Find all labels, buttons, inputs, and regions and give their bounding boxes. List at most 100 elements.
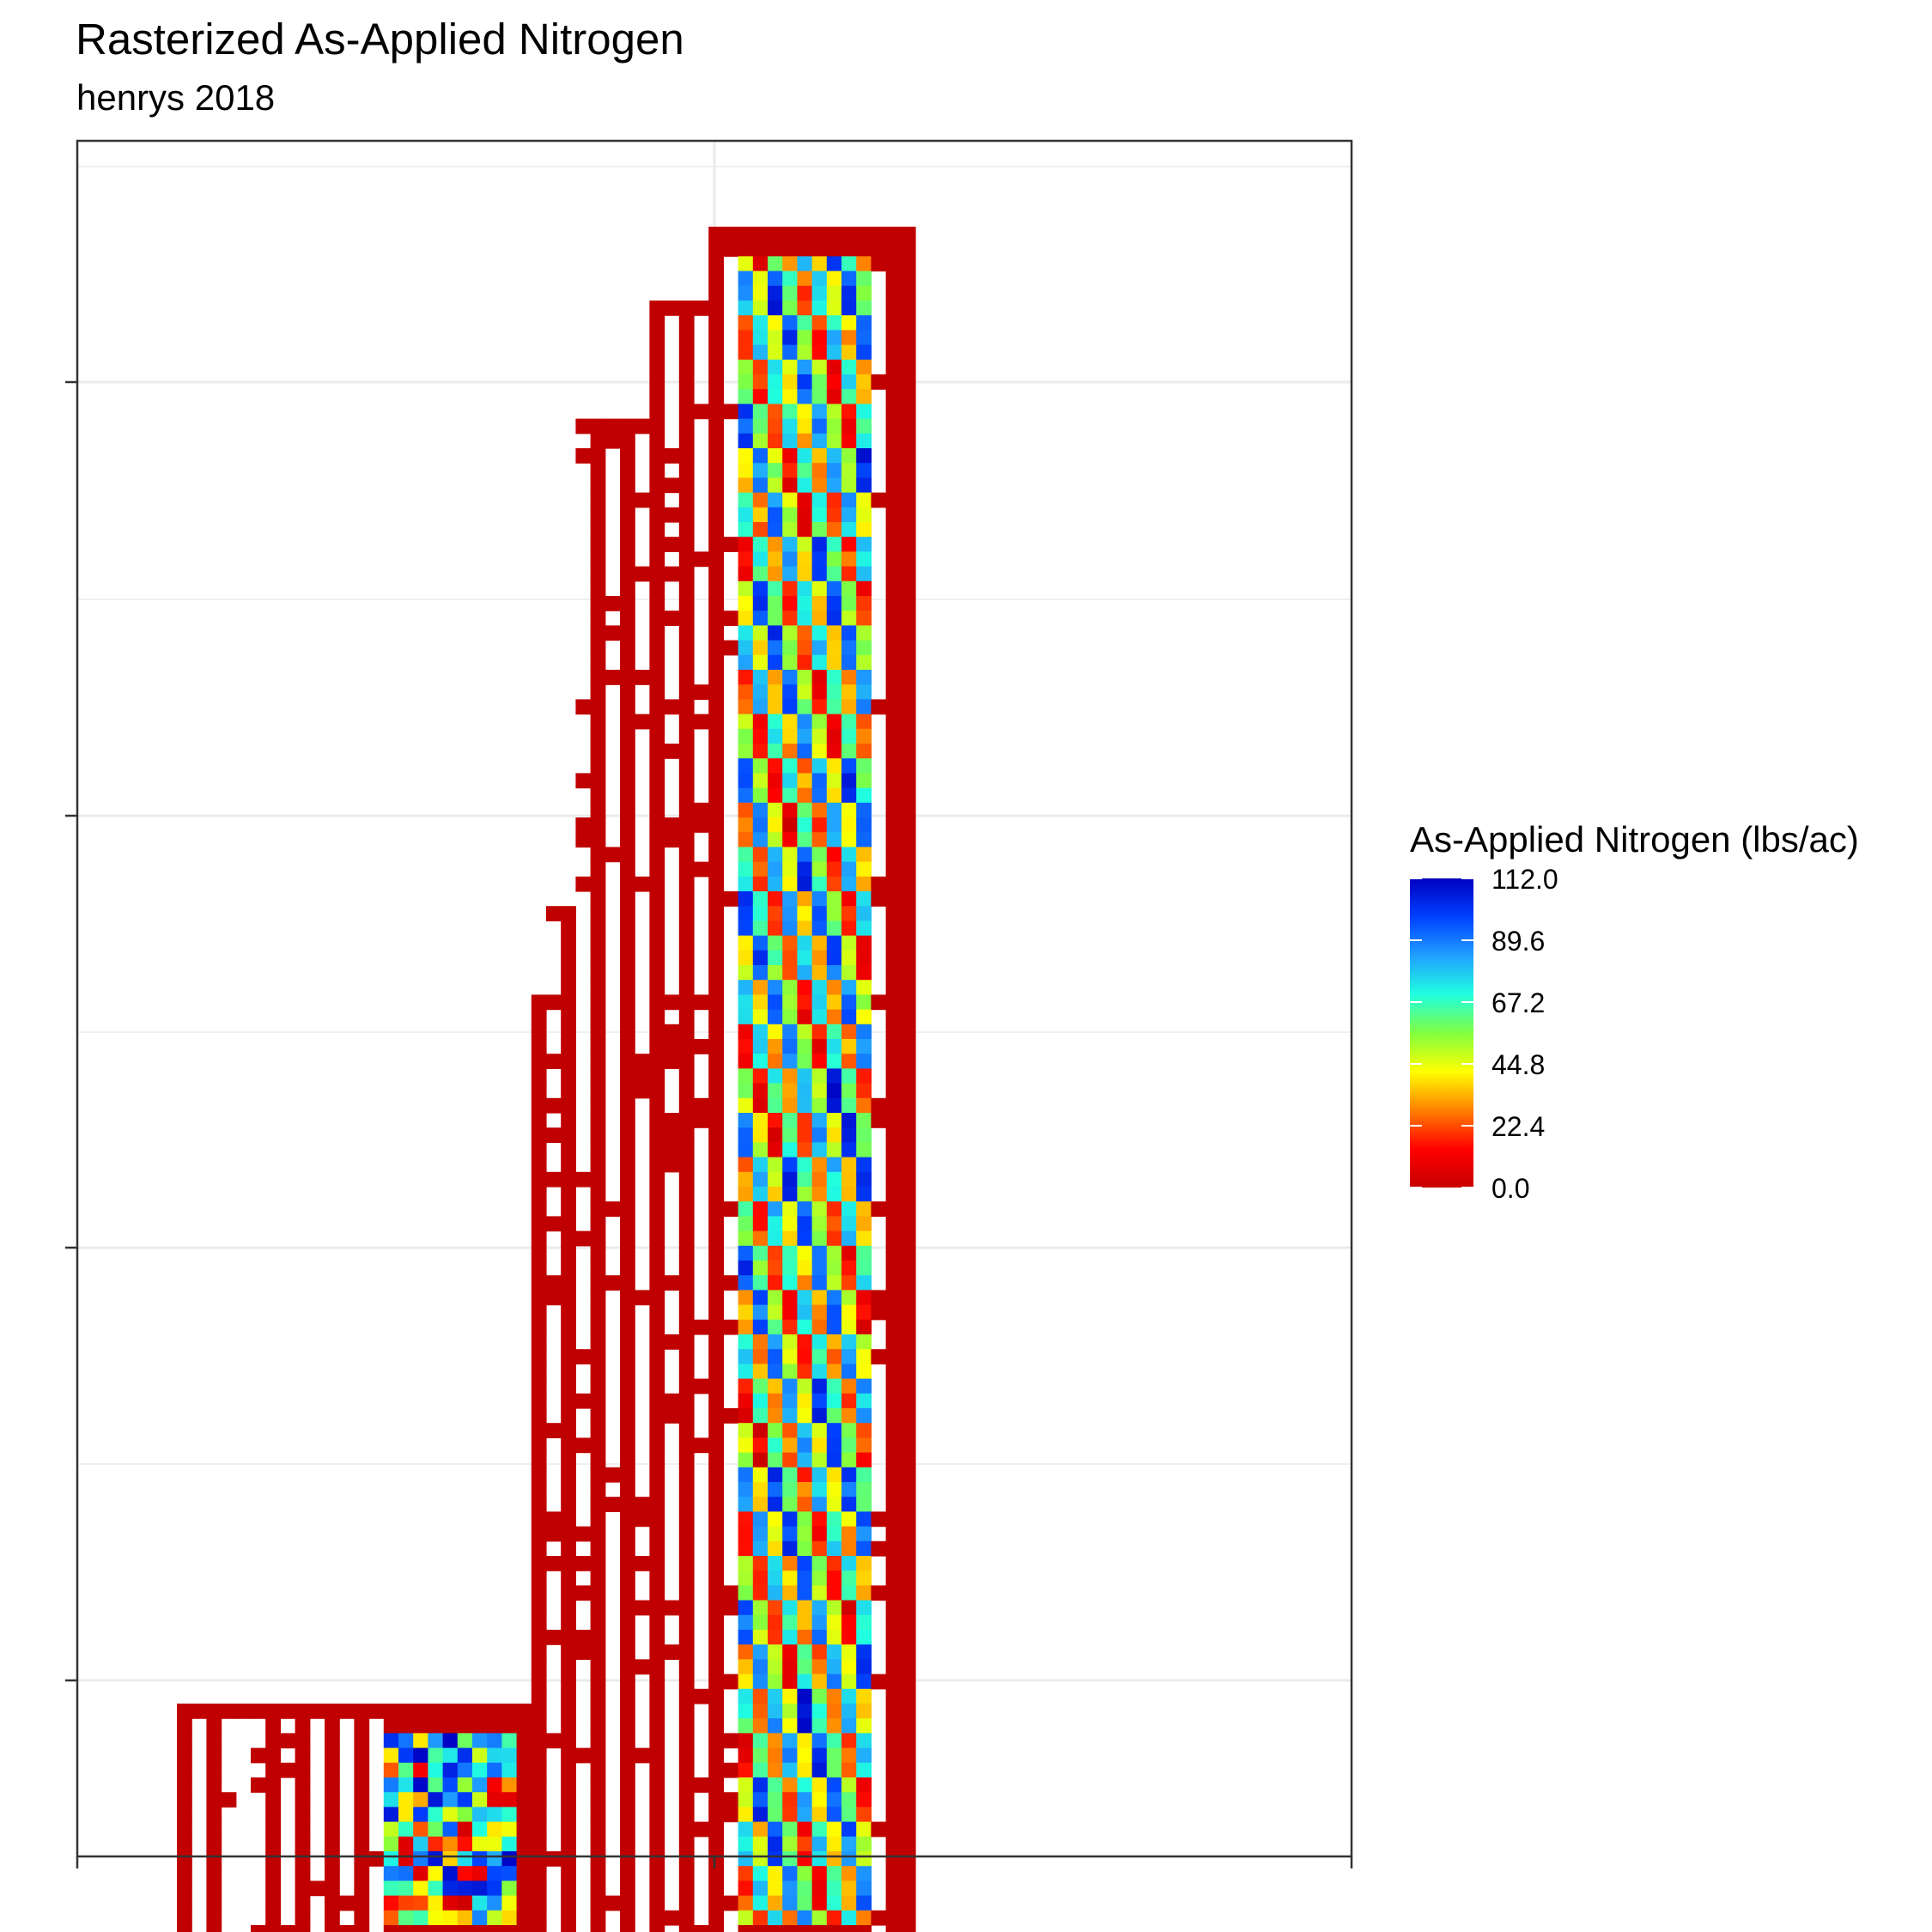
raster-cell — [413, 1747, 428, 1764]
raster-cell — [856, 980, 872, 995]
raster-cell — [841, 1024, 857, 1040]
raster-cell — [797, 906, 813, 921]
raster-cell — [782, 1157, 798, 1173]
raster-cell — [752, 980, 769, 995]
raster-cell — [752, 625, 769, 641]
raster-cell — [826, 728, 842, 744]
raster-cell — [811, 654, 828, 671]
raster-cell — [752, 1807, 769, 1823]
raster-cell — [561, 1910, 576, 1926]
raster-cell — [856, 1718, 872, 1734]
raster-cell — [826, 965, 842, 981]
raster-cell — [797, 654, 813, 671]
raster-cell — [841, 1585, 857, 1601]
raster-cell — [649, 1142, 665, 1158]
raster-cell — [620, 1319, 635, 1335]
raster-cell — [620, 463, 635, 478]
raster-cell — [826, 1910, 842, 1926]
raster-cell — [635, 670, 650, 685]
raster-cell — [900, 1540, 916, 1557]
raster-cell — [811, 477, 828, 494]
raster-cell — [826, 906, 842, 921]
raster-cell — [738, 1083, 754, 1099]
raster-cells — [177, 227, 916, 1932]
raster-cell — [708, 906, 724, 921]
raster-cell — [885, 699, 902, 715]
raster-cell — [620, 817, 635, 833]
raster-cell — [885, 463, 902, 478]
raster-cell — [797, 404, 813, 420]
raster-cell — [649, 433, 665, 449]
raster-cell — [841, 463, 857, 478]
raster-cell — [768, 1127, 783, 1143]
raster-cell — [590, 1097, 606, 1114]
raster-cell — [797, 1083, 813, 1099]
raster-cell — [797, 1024, 813, 1040]
raster-cell — [738, 374, 754, 390]
raster-cell — [768, 1142, 783, 1158]
raster-cell — [738, 670, 754, 685]
raster-cell — [752, 1718, 769, 1734]
raster-cell — [856, 994, 872, 1011]
raster-cell — [620, 847, 635, 863]
raster-cell — [575, 876, 592, 892]
raster-cell — [885, 285, 902, 301]
raster-cell — [575, 1747, 592, 1764]
raster-cell — [678, 1261, 695, 1276]
raster-cell — [635, 1068, 650, 1084]
raster-cell — [811, 1009, 828, 1025]
raster-cell — [797, 1378, 813, 1394]
raster-cell — [768, 758, 783, 774]
raster-cell — [768, 1039, 783, 1054]
raster-cell — [531, 1807, 547, 1823]
raster-cell — [811, 773, 828, 789]
raster-cell — [325, 1762, 340, 1778]
raster-cell — [752, 492, 769, 508]
raster-cell — [768, 1866, 783, 1881]
raster-cell — [841, 1408, 857, 1424]
raster-cell — [708, 625, 724, 641]
raster-cell — [738, 1423, 754, 1438]
raster-cell — [620, 1792, 635, 1807]
raster-cell — [649, 980, 665, 995]
raster-cell — [678, 1792, 695, 1807]
raster-cell — [900, 1157, 916, 1173]
raster-cell — [368, 1851, 385, 1867]
raster-cell — [678, 1895, 695, 1911]
raster-cell — [590, 1142, 606, 1158]
raster-cell — [620, 1866, 635, 1881]
raster-cell — [472, 1777, 488, 1793]
raster-cell — [752, 1851, 769, 1867]
raster-cell — [561, 994, 576, 1011]
raster-cell — [752, 580, 769, 597]
raster-cell — [841, 433, 857, 449]
raster-cell — [841, 1821, 857, 1838]
raster-cell — [738, 773, 754, 789]
raster-cell — [811, 787, 828, 804]
raster-cell — [797, 1644, 813, 1660]
raster-cell — [561, 980, 576, 995]
raster-cell — [811, 1925, 828, 1932]
raster-cell — [561, 1733, 576, 1749]
raster-cell — [841, 1201, 857, 1217]
raster-cell — [885, 433, 902, 449]
raster-cell — [768, 418, 783, 434]
raster-cell — [797, 1275, 813, 1291]
raster-cell — [885, 551, 902, 568]
raster-cell — [708, 1792, 724, 1807]
raster-cell — [561, 1497, 576, 1512]
raster-cell — [649, 1571, 665, 1586]
raster-cell — [782, 1644, 798, 1660]
raster-cell — [885, 1497, 902, 1512]
raster-cell — [826, 1925, 842, 1932]
raster-cell — [826, 1777, 842, 1793]
raster-cell — [856, 1688, 872, 1704]
raster-cell — [841, 1009, 857, 1025]
raster-cell — [265, 1851, 281, 1867]
raster-cell — [590, 625, 606, 641]
raster-cell — [900, 507, 916, 523]
raster-cell — [472, 1792, 488, 1807]
raster-cell — [605, 1895, 621, 1911]
raster-cell — [900, 1349, 916, 1364]
raster-cell — [723, 1319, 739, 1335]
